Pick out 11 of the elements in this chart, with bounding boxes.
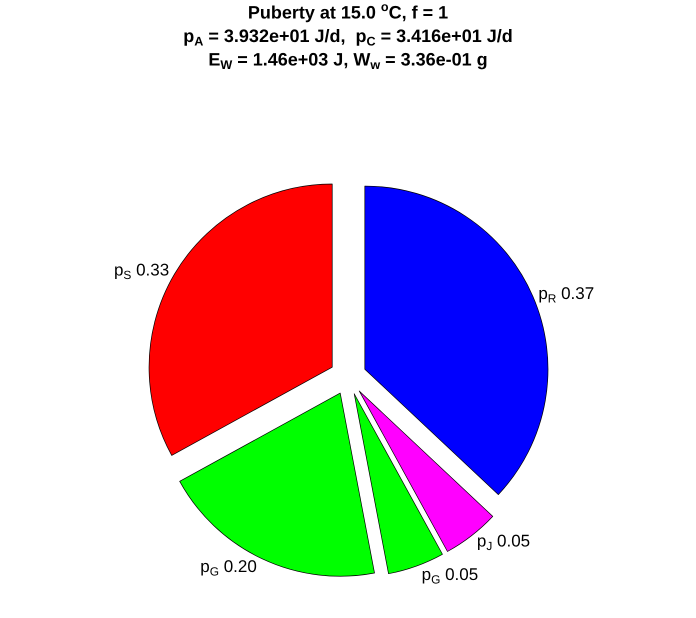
data-label: 0.20 (224, 556, 257, 576)
data-label: 0.37 (561, 284, 594, 303)
slice-label: p$_{S}$ (114, 260, 132, 282)
slice-label: p$_{R}$ (538, 284, 557, 306)
data-label: 0.33 (136, 260, 170, 280)
data-label: 0.05 (445, 564, 478, 584)
slice-label: p$_{G}$ (200, 556, 219, 578)
chart-title: Puberty at 15.0 $^{o}$C, f = 1 p$_{A}$ = 3.932e+01 J/d, p$_{C}$ = 3.416e+01 J/d E$_{W}$ = 1.46e+03 J, W$_{w}$ = 3.36e-01 g (183, 0, 513, 72)
slice-label: p$_{J}$ (476, 532, 492, 554)
data-label: 0.05 (497, 532, 530, 551)
slice-label: p$_{G}$ (422, 564, 440, 586)
